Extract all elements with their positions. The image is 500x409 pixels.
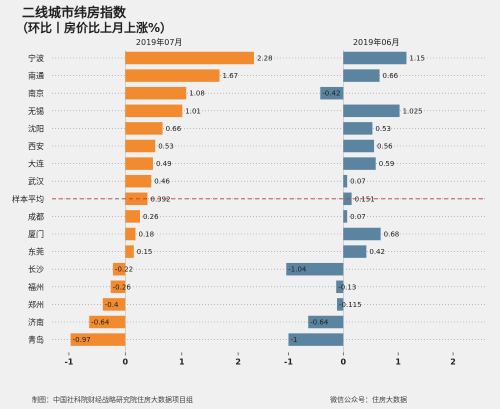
data-label: 0.59 — [379, 160, 395, 168]
footer-credit: 制图：中国社科院财经战略研究院住房大数据项目组 — [32, 395, 193, 404]
category-label: 南京 — [28, 88, 44, 98]
panel-title: 2019年07月 — [136, 37, 183, 47]
category-label: 济南 — [28, 317, 44, 327]
bar — [125, 245, 134, 258]
category-label: 样本平均 — [12, 194, 44, 204]
data-label: -0.42 — [322, 90, 340, 98]
bar — [343, 174, 348, 188]
data-label: -0.26 — [113, 283, 132, 291]
x-tick-label: -1 — [64, 357, 73, 366]
data-label: -1 — [290, 336, 297, 344]
data-label: -1.04 — [288, 266, 307, 274]
bar — [125, 69, 220, 82]
data-label: 0.53 — [375, 125, 391, 133]
bar — [112, 262, 126, 276]
data-label: 1.01 — [185, 107, 201, 115]
x-tick-label: 0 — [123, 357, 129, 366]
data-label: 0.392 — [150, 195, 170, 203]
bar — [125, 157, 153, 170]
bar — [102, 298, 126, 311]
bar — [320, 86, 344, 100]
bar — [125, 139, 156, 153]
bar — [343, 245, 367, 258]
footer-wechat: 微信公众号：住房大数据 — [330, 395, 407, 404]
category-label: 东莞 — [28, 247, 44, 257]
data-label: -0.13 — [338, 283, 356, 291]
data-label: 0.56 — [377, 143, 393, 151]
bar — [343, 69, 380, 82]
category-label: 宁波 — [28, 53, 44, 63]
chart-title: 二线城市纬房指数 — [22, 5, 127, 21]
x-tick-label: 1 — [395, 357, 401, 366]
data-label: -0.64 — [91, 319, 110, 327]
category-label: 沈阳 — [28, 123, 44, 133]
bar — [125, 122, 163, 135]
data-label: -0.115 — [339, 301, 362, 309]
bar — [343, 227, 381, 241]
data-label: 0.26 — [143, 213, 159, 221]
category-label: 厦门 — [28, 229, 44, 239]
bar — [343, 51, 407, 65]
data-label: 1.67 — [223, 72, 239, 80]
bar — [125, 174, 152, 188]
x-tick-label: 1 — [179, 357, 185, 366]
data-label: -0.22 — [115, 266, 133, 274]
data-label: 1.15 — [409, 55, 425, 63]
data-label: 2.28 — [257, 55, 273, 63]
bar — [343, 122, 373, 135]
bar — [125, 51, 254, 65]
bar — [125, 227, 136, 241]
bar — [343, 157, 376, 170]
data-label: 0.42 — [369, 248, 385, 256]
bar — [89, 315, 126, 329]
bar — [343, 104, 400, 118]
data-label: 0.66 — [166, 125, 182, 133]
data-label: 0.46 — [154, 178, 170, 186]
data-label: 0.151 — [355, 195, 375, 203]
panel-title: 2019年06月 — [353, 37, 400, 47]
data-label: 0.49 — [156, 160, 172, 168]
data-label: 0.53 — [158, 143, 174, 151]
data-label: -0.64 — [310, 319, 329, 327]
bar — [337, 298, 344, 311]
category-label: 南通 — [28, 71, 44, 81]
data-label: -0.4 — [105, 301, 119, 309]
bar — [286, 262, 344, 276]
bar — [70, 333, 126, 346]
data-label: 0.07 — [350, 213, 366, 221]
category-label: 无锡 — [28, 107, 44, 116]
bar — [343, 210, 348, 223]
category-label: 长沙 — [28, 264, 44, 274]
bar — [110, 280, 126, 294]
bar — [288, 333, 344, 346]
bar — [308, 315, 344, 329]
category-label: 青岛 — [28, 335, 44, 345]
bar — [125, 210, 140, 223]
x-tick-label: 0 — [341, 357, 347, 366]
data-label: 0.07 — [350, 178, 366, 186]
category-label: 郑州 — [28, 299, 44, 309]
data-label: 0.15 — [137, 248, 153, 256]
bar — [125, 86, 187, 100]
data-label: 0.18 — [138, 231, 154, 239]
data-label: 0.66 — [383, 72, 399, 80]
chart-subtitle: （环比丨房价比上月上涨%） — [16, 20, 172, 35]
category-label: 武汉 — [28, 176, 44, 186]
category-label: 成都 — [28, 211, 44, 221]
x-tick-label: 2 — [235, 357, 241, 366]
category-label: 西安 — [28, 141, 44, 151]
data-label: 1.08 — [189, 90, 205, 98]
data-label: 1.025 — [403, 107, 423, 115]
bar — [336, 280, 344, 294]
category-label: 大连 — [28, 159, 44, 169]
x-tick-label: 2 — [450, 357, 456, 366]
data-label: 0.68 — [384, 231, 400, 239]
data-label: -0.97 — [73, 336, 91, 344]
x-tick-label: -1 — [284, 357, 293, 366]
bar — [343, 139, 375, 153]
category-label: 福州 — [28, 283, 44, 292]
bar — [125, 104, 183, 118]
